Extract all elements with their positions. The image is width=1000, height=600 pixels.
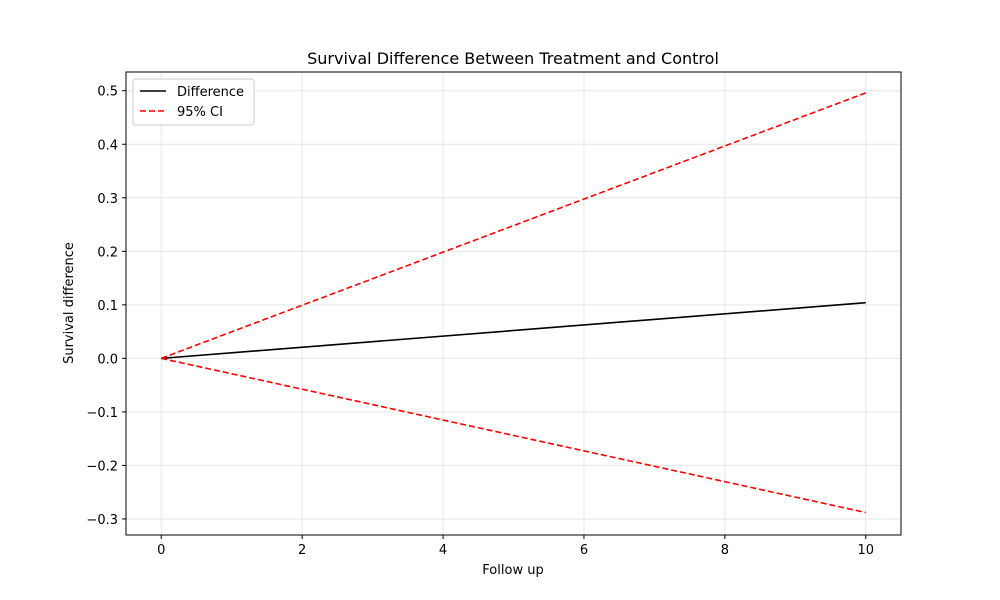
legend: Difference 95% CI	[132, 78, 255, 126]
grid	[126, 72, 901, 535]
y-tick-label: 0.3	[97, 192, 118, 207]
legend-label-difference: Difference	[177, 85, 244, 100]
y-tick-label: 0.5	[97, 85, 118, 100]
ticks: 0 2 4 6 8 10 −0.3 −0.2 −0.1 0.0 0.1 0.2 0.3 0.4 0.5	[86, 85, 874, 558]
series-lines	[160, 92, 867, 514]
x-tick-label: 6	[580, 543, 588, 558]
y-tick-label: 0.4	[97, 138, 118, 153]
x-tick-label: 4	[439, 543, 447, 558]
y-tick-label: −0.2	[86, 459, 118, 474]
legend-label-ci: 95% CI	[177, 105, 223, 120]
series-line-2	[161, 357, 866, 514]
y-tick-label: 0.2	[97, 245, 118, 260]
x-axis-label: Follow up	[482, 563, 543, 578]
x-tick-label: 8	[721, 543, 729, 558]
y-tick-label: 0.0	[97, 352, 118, 367]
x-tick-label: 2	[298, 543, 306, 558]
series-line-0	[161, 301, 866, 360]
y-tick-label: 0.1	[97, 299, 118, 314]
x-tick-label: 10	[857, 543, 874, 558]
chart-title: Survival Difference Between Treatment an…	[307, 49, 719, 68]
y-tick-label: −0.3	[86, 513, 118, 528]
y-tick-label: −0.1	[86, 406, 118, 421]
plot-frame	[125, 71, 902, 536]
x-tick-label: 0	[157, 543, 165, 558]
series-line-1	[160, 92, 867, 360]
y-axis-label: Survival difference	[62, 242, 77, 364]
